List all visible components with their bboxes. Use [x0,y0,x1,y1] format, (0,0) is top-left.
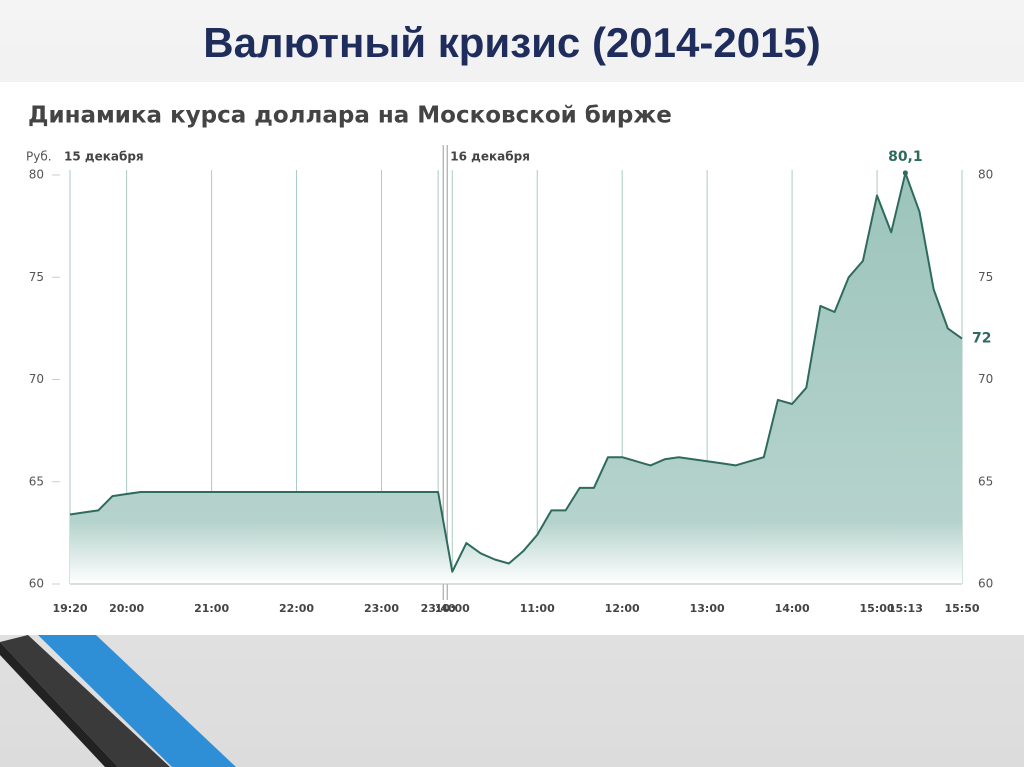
area [70,173,962,584]
value-label: 80,1 [888,149,923,165]
x-tick-label: 19:20 [52,602,87,615]
decor-stripe [0,642,118,767]
x-tick-label: 22:00 [279,602,314,615]
y-unit: Руб. [26,150,52,164]
slide-title: Валютный кризис (2014-2015) [203,19,821,66]
x-tick-label: 20:00 [109,602,144,615]
y-tick-label: 65 [29,474,44,488]
peak-point [902,170,908,176]
decor-stripe [0,635,170,767]
x-tick-label: 10:00 [435,602,470,615]
x-tick-label: 13:00 [690,602,725,615]
y-tick-label-right: 65 [978,474,993,488]
y-tick-label-right: 70 [978,372,993,386]
x-tick-label: 23:40 [421,602,456,615]
line [69,172,963,573]
y-tick-label: 70 [29,372,44,386]
x-tick-label: 14:00 [775,602,810,615]
x-tick-label: 12:00 [605,602,640,615]
chart-title: Динамика курса доллара на Московской бир… [28,103,672,129]
y-tick-label-right: 80 [978,168,993,182]
y-tick-label: 80 [29,168,44,182]
value-label: 72 [972,331,991,347]
y-tick-label-right: 60 [978,577,993,591]
chart: Динамика курса доллара на Московской бир… [26,103,993,616]
y-tick-label-right: 75 [978,270,993,284]
x-tick-label: 21:00 [194,602,229,615]
decor-stripe [38,635,236,767]
x-tick-label: 15:00 [860,602,895,615]
x-tick-label: 15:50 [944,602,979,615]
y-tick-label: 75 [29,270,44,284]
day-label: 16 декабря [450,150,530,164]
x-tick-label: 11:00 [520,602,555,615]
x-tick-label: 15:13 [888,602,923,615]
x-tick-label: 23:00 [364,602,399,615]
day-label: 15 декабря [64,150,144,164]
y-tick-label: 60 [29,577,44,591]
